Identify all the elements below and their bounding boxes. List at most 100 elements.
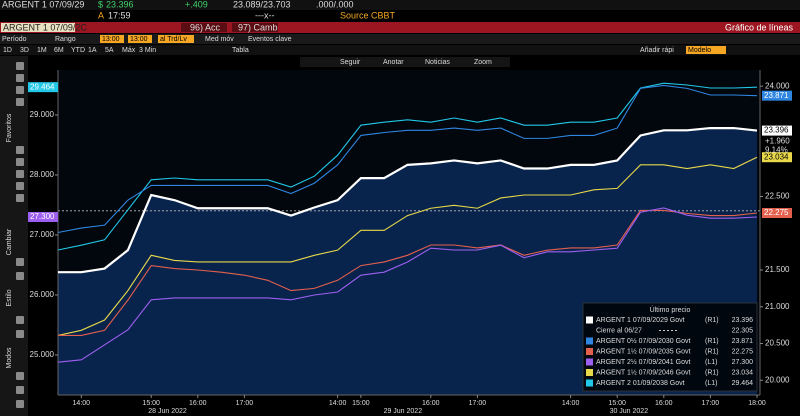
legend-value: 29.464 xyxy=(732,380,754,387)
option-box[interactable] xyxy=(128,35,152,43)
tool-icon[interactable] xyxy=(16,86,24,94)
tool-icon[interactable] xyxy=(16,330,24,338)
change: +.409 xyxy=(185,0,208,9)
option-box[interactable] xyxy=(100,35,124,43)
value-tag-label: 23.396 xyxy=(764,126,789,135)
series-line xyxy=(57,84,758,234)
legend-label: ARGENT 1 07/09/2029 Govt xyxy=(596,317,685,324)
sidebar-icons xyxy=(16,62,24,408)
yield: .000/.000 xyxy=(316,0,354,9)
period[interactable]: 1D xyxy=(3,47,12,54)
series-line xyxy=(57,156,758,336)
y2-tick-label: 21.000 xyxy=(765,302,790,311)
value-tag xyxy=(28,211,58,222)
periods-bar xyxy=(0,45,800,55)
x-tick-label: 17:00 xyxy=(469,400,487,407)
legend-value: 23.396 xyxy=(732,317,754,324)
command-input[interactable] xyxy=(1,23,75,32)
legend-title: Último precio xyxy=(650,305,691,314)
legend-axis: (R1) xyxy=(705,348,719,355)
value-tag xyxy=(762,152,792,163)
tool-icon[interactable] xyxy=(16,316,24,324)
date-label: 30 Jun 2022 xyxy=(610,408,649,415)
x-tick-label: 14:00 xyxy=(329,400,347,407)
legend-value: 23.871 xyxy=(732,338,754,345)
legend-value: 27.300 xyxy=(732,359,754,366)
sidebar xyxy=(0,56,28,416)
tool[interactable]: Anotar xyxy=(383,59,404,66)
option[interactable]: Rango xyxy=(55,36,76,43)
option[interactable]: Med móv xyxy=(205,36,234,43)
tool-icon[interactable] xyxy=(16,400,24,408)
value-tag-label: 23.871 xyxy=(764,91,789,100)
x-tick-label: 15:00 xyxy=(142,400,160,407)
time-prefix: A xyxy=(98,10,104,20)
period[interactable]: 5A xyxy=(105,47,114,54)
legend-swatch xyxy=(586,379,593,387)
period[interactable]: 1M xyxy=(37,47,47,54)
option[interactable]: Período xyxy=(2,36,27,43)
legend-label: ARGENT 2 01/09/2038 Govt xyxy=(596,380,685,387)
annotation: +1.960 xyxy=(765,137,790,146)
x-tick-label: 14:00 xyxy=(562,400,580,407)
quick-add[interactable]: Añadir rápi xyxy=(640,47,674,54)
legend-box xyxy=(582,302,758,392)
table-button[interactable]: Tabla xyxy=(232,47,249,54)
tool-icon[interactable] xyxy=(16,158,24,166)
tool-icon[interactable] xyxy=(16,182,24,190)
x-tick-label: 18:00 xyxy=(748,400,766,407)
legend-swatch xyxy=(586,348,593,355)
legend-value: 22.305 xyxy=(732,327,754,334)
tool-icon[interactable] xyxy=(16,194,24,202)
y2-tick-label: 22.500 xyxy=(765,192,790,201)
option: al Trd/Lv xyxy=(160,36,187,43)
tool-icon[interactable] xyxy=(16,386,24,394)
tool-icon[interactable] xyxy=(16,98,24,106)
period[interactable]: 1A xyxy=(88,47,97,54)
time: 17:59 xyxy=(108,10,131,20)
period-buttons: 1D 3D 1M 6M YTD 1A 5A Máx 3 Min xyxy=(3,47,156,54)
y-tick-label: 26.000 xyxy=(30,290,55,299)
period[interactable]: 6M xyxy=(54,47,64,54)
price: 23.396 xyxy=(106,0,134,9)
series-line xyxy=(58,126,758,274)
tool-icon[interactable] xyxy=(16,258,24,266)
x-tick-label: 14:00 xyxy=(73,400,91,407)
command-bar xyxy=(0,22,800,33)
legend-axis: (R1) xyxy=(705,317,719,324)
legend-swatch xyxy=(586,358,593,366)
sidebar-label: Modos xyxy=(6,347,13,369)
value-tag xyxy=(762,125,792,136)
model-box[interactable] xyxy=(686,46,726,54)
y2-tick-label: 21.500 xyxy=(765,265,790,274)
value-tag-label: 23.034 xyxy=(764,152,789,161)
currency: $ xyxy=(98,0,103,9)
menu-button[interactable] xyxy=(181,23,227,32)
sidebar-label: Cambiar xyxy=(6,228,13,255)
tool[interactable]: Seguir xyxy=(340,59,361,66)
period[interactable]: 3 Min xyxy=(139,47,156,54)
tool-icon[interactable] xyxy=(16,170,24,178)
y-tick-label: 25.000 xyxy=(30,350,55,359)
period[interactable]: 3D xyxy=(20,47,29,54)
period[interactable]: Máx xyxy=(122,47,136,54)
tool-icon[interactable] xyxy=(16,62,24,70)
legend-axis: (L1) xyxy=(705,380,717,387)
period[interactable]: YTD xyxy=(71,47,85,54)
legend-value: 23.034 xyxy=(732,369,754,376)
tool-icon[interactable] xyxy=(16,146,24,154)
tool-icon[interactable] xyxy=(16,372,24,380)
legend-label: ARGENT 0½ 07/09/2030 Govt xyxy=(596,337,690,345)
flags: ---x-- xyxy=(255,10,275,20)
view-title: Gráfico de líneas xyxy=(725,22,794,32)
tool-icon[interactable] xyxy=(16,74,24,82)
tool[interactable]: Zoom xyxy=(474,59,492,66)
ticker: ARGENT 1 07/09/29 xyxy=(2,0,84,9)
tool[interactable]: Noticias xyxy=(425,59,450,66)
legend-axis: (R1) xyxy=(705,338,719,345)
menu-button[interactable] xyxy=(232,23,278,32)
tool-icon[interactable] xyxy=(16,272,24,280)
legend-label: ARGENT 1½ 07/09/2046 Govt xyxy=(596,368,690,376)
option[interactable]: Eventos clave xyxy=(248,36,292,43)
option-box[interactable] xyxy=(158,35,194,43)
